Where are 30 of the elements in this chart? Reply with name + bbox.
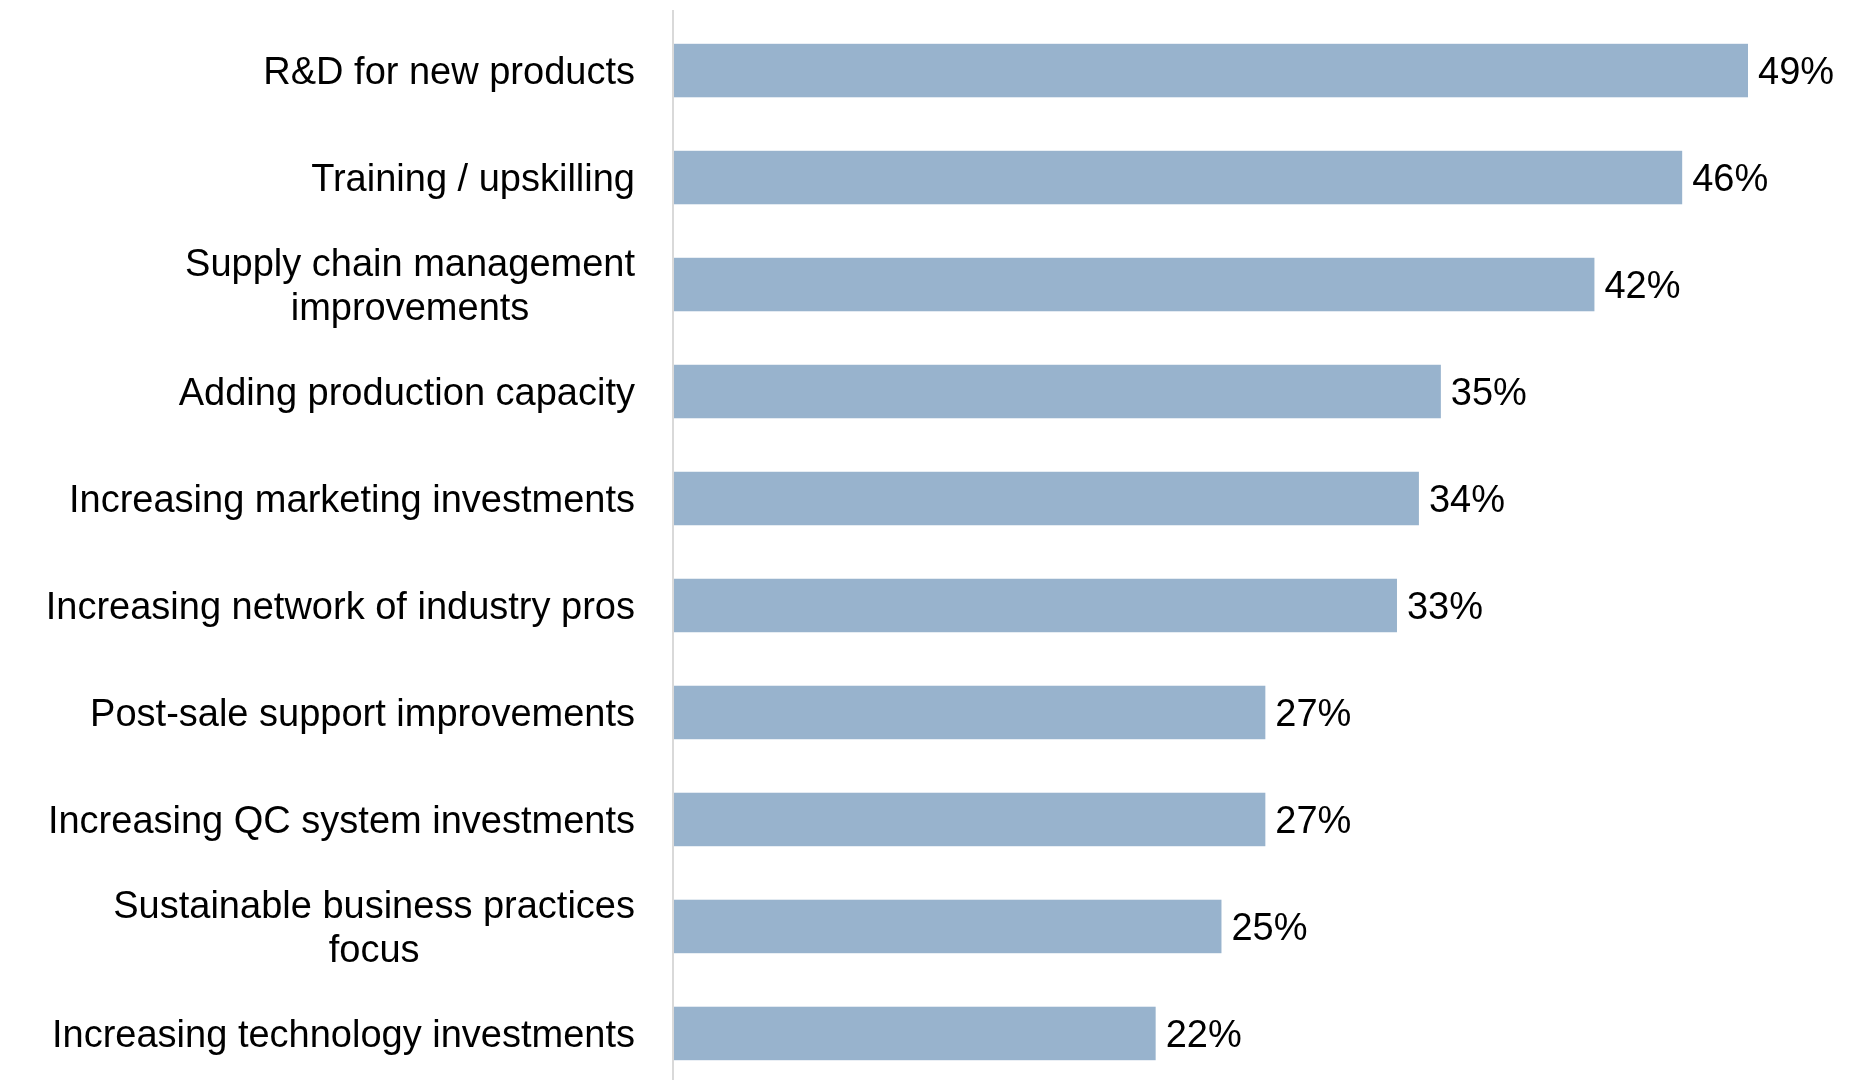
y-tick-label: R&D for new products xyxy=(263,49,635,92)
y-tick-label: Adding production capacity xyxy=(178,370,635,413)
y-tick-label: Increasing QC system investments xyxy=(47,798,635,841)
data-label: 27% xyxy=(1275,798,1352,841)
bar xyxy=(673,899,1222,954)
bar xyxy=(673,471,1419,526)
bar xyxy=(673,578,1397,633)
y-tick-label: Increasing technology investments xyxy=(52,1012,635,1055)
data-label: 27% xyxy=(1275,691,1352,734)
bar xyxy=(673,43,1748,98)
bar xyxy=(673,792,1266,847)
bar xyxy=(673,257,1595,312)
data-label: 46% xyxy=(1692,156,1769,199)
data-label: 34% xyxy=(1428,477,1505,520)
bar xyxy=(673,1006,1156,1061)
bar xyxy=(673,150,1683,205)
y-tick-label: Post-sale support improvements xyxy=(90,691,635,734)
y-tick-label: Sustainable business practices focus xyxy=(113,883,636,970)
bar xyxy=(673,685,1266,740)
data-label: 22% xyxy=(1165,1012,1242,1055)
data-label: 33% xyxy=(1406,584,1484,627)
y-tick-label: Increasing marketing investments xyxy=(68,477,635,520)
data-label: 35% xyxy=(1450,370,1527,413)
data-label: 42% xyxy=(1604,263,1681,306)
bar xyxy=(673,364,1441,419)
y-tick-label: Training / upskilling xyxy=(311,156,635,199)
y-tick-label: Increasing network of industry pros xyxy=(45,584,635,627)
data-label: 25% xyxy=(1231,905,1308,948)
data-label: 49% xyxy=(1758,49,1835,92)
y-tick-label: Supply chain management improvements xyxy=(185,241,636,328)
